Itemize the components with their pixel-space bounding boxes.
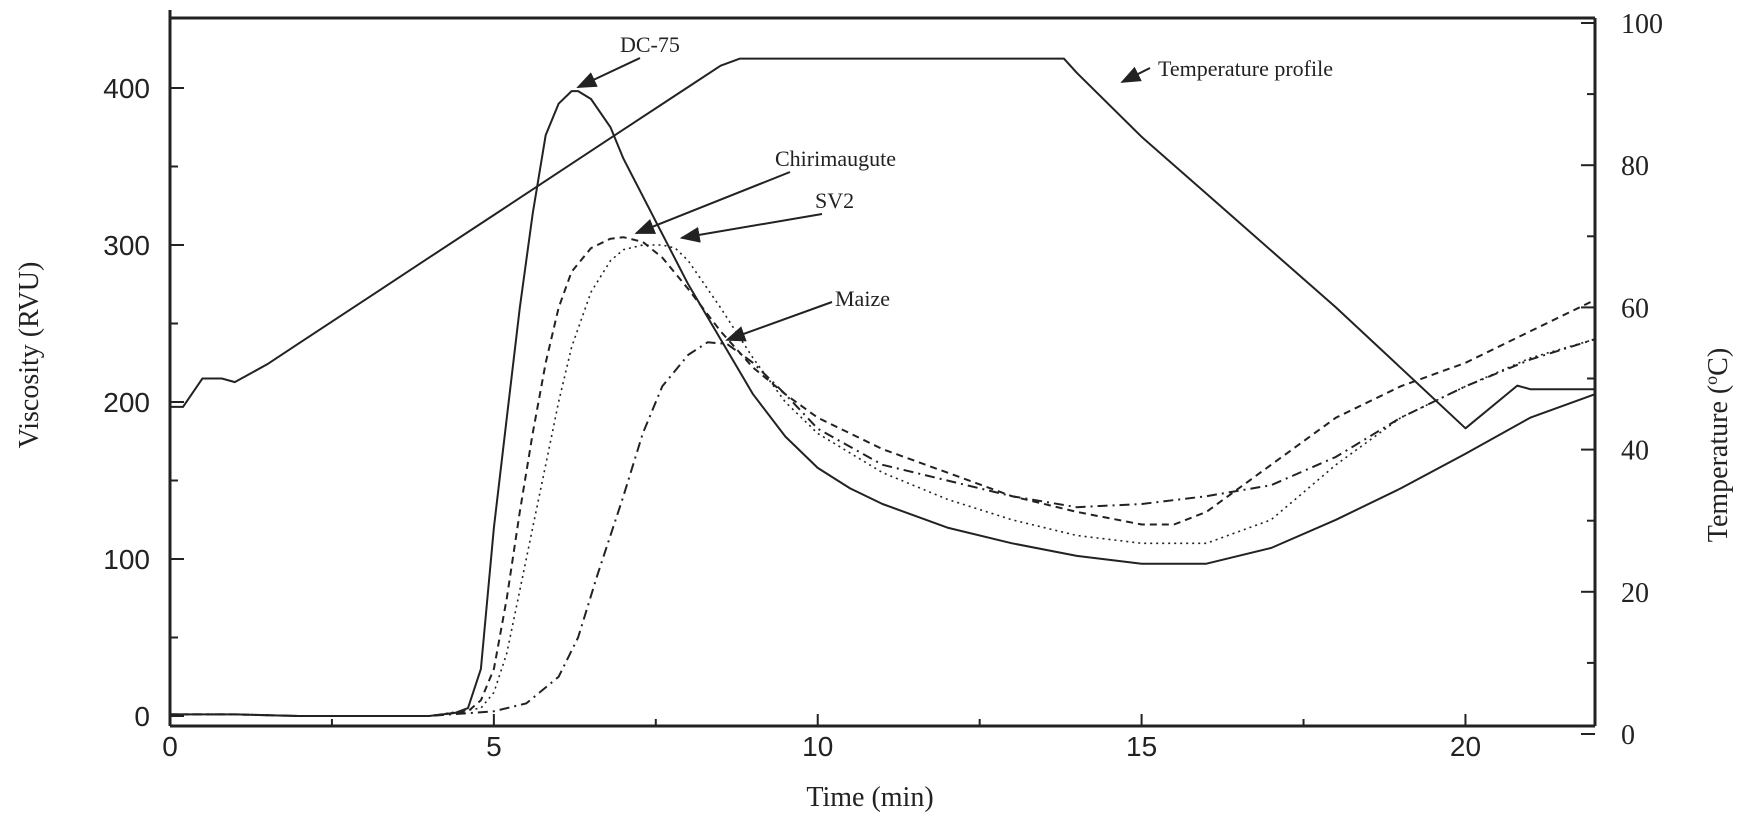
series-line-chirimaugute bbox=[170, 236, 1596, 717]
y-right-tick-label: 100 bbox=[1621, 9, 1663, 40]
series-layer bbox=[170, 57, 1596, 717]
y-axis-title-right-prefix: Temperature ( bbox=[1703, 385, 1734, 542]
annotation-arrow-maize bbox=[725, 301, 833, 342]
annotation-label-maize: Maize bbox=[835, 286, 890, 311]
annotation-arrow-chirimaugute bbox=[634, 171, 791, 235]
x-tick-label: 15 bbox=[1126, 731, 1157, 762]
annotation-arrow-dc-75 bbox=[576, 57, 641, 89]
annotation-label-temperature-profile: Temperature profile bbox=[1158, 56, 1333, 81]
x-tick-label: 20 bbox=[1450, 731, 1481, 762]
annotation-label-dc-75: DC-75 bbox=[620, 32, 680, 57]
annotation-arrow-sv2 bbox=[679, 213, 823, 243]
annotation-label-chirimaugute: Chirimaugute bbox=[775, 146, 896, 171]
y-right-tick-label: 80 bbox=[1621, 151, 1649, 182]
y-axis-title-left: Viscosity (RVU) bbox=[14, 262, 45, 449]
series-line-dc-75 bbox=[170, 90, 1596, 717]
plot-frame bbox=[168, 10, 1597, 728]
y-left-tick-label: 300 bbox=[103, 230, 150, 261]
y-left-tick-label: 100 bbox=[103, 544, 150, 575]
annotation-layer: DC-75 Temperature profile Chirimaugute SV2 M… bbox=[576, 32, 1333, 342]
y-right-tick-label: 40 bbox=[1621, 436, 1649, 467]
y-left-tick-label: 400 bbox=[103, 73, 150, 104]
y-right-tick-label: 60 bbox=[1621, 293, 1649, 324]
annotation-arrow-temperature-profile bbox=[1120, 66, 1151, 83]
series-line-maize bbox=[170, 338, 1596, 717]
y-left-tick-label: 0 bbox=[134, 701, 150, 732]
y-axis-title-right-sup: o bbox=[1701, 376, 1721, 385]
x-tick-label: 5 bbox=[486, 731, 502, 762]
x-axis-title: Time (min) bbox=[806, 782, 933, 813]
annotation-label-sv2: SV2 bbox=[815, 188, 854, 213]
series-line-temperature-profile bbox=[170, 57, 1595, 430]
series-line-sv2 bbox=[170, 244, 1596, 717]
y-axis-title-right-suffix: C) bbox=[1703, 348, 1734, 376]
y-axis-title-right: Temperature (oC) bbox=[1701, 348, 1734, 542]
x-tick-label: 0 bbox=[162, 731, 178, 762]
y-left-tick-label: 200 bbox=[103, 387, 150, 418]
y-right-tick-label: 0 bbox=[1621, 720, 1635, 751]
y-right-tick-label: 20 bbox=[1621, 578, 1649, 609]
x-tick-label: 10 bbox=[802, 731, 833, 762]
